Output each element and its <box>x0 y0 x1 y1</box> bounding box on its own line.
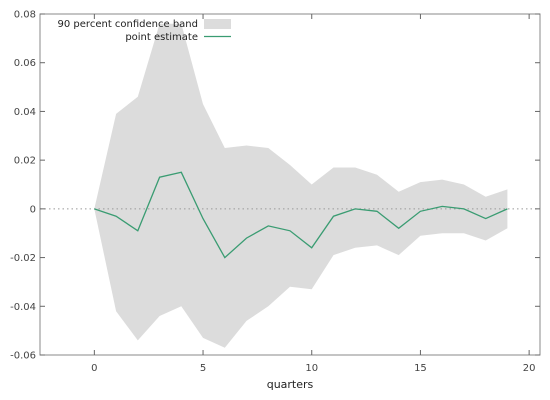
x-axis-title: quarters <box>267 378 314 391</box>
legend-line-label: point estimate <box>125 32 198 43</box>
y-tick-label: 0 <box>30 204 36 215</box>
confidence-band-area <box>94 23 508 348</box>
y-tick-label: 0.04 <box>14 107 36 118</box>
x-tick-label: 0 <box>91 363 97 374</box>
x-tick-label: 15 <box>414 363 427 374</box>
point-estimate-line <box>94 171 508 259</box>
y-tick-label: -0.06 <box>10 351 36 362</box>
tick-layer: 0 5 10 15 20 -0.06 -0.04 -0.02 0 0.02 0.04 0.06 0.08 <box>10 10 540 374</box>
x-tick-label: 20 <box>523 363 536 374</box>
legend-band-swatch <box>204 19 231 29</box>
y-tick-label: -0.02 <box>10 253 36 264</box>
legend-band-label: 90 percent confidence band <box>58 19 198 30</box>
confidence-band-layer <box>94 23 508 348</box>
y-tick-label: 0.02 <box>14 156 36 167</box>
legend: 90 percent confidence band point estimat… <box>58 19 231 43</box>
y-tick-label: 0.08 <box>14 10 36 21</box>
y-tick-label: 0.06 <box>14 58 36 69</box>
x-tick-label: 10 <box>305 363 318 374</box>
point-estimate-layer <box>94 171 508 259</box>
y-tick-label: -0.04 <box>10 302 36 313</box>
plot-frame <box>39 13 541 356</box>
x-tick-label: 5 <box>200 363 206 374</box>
